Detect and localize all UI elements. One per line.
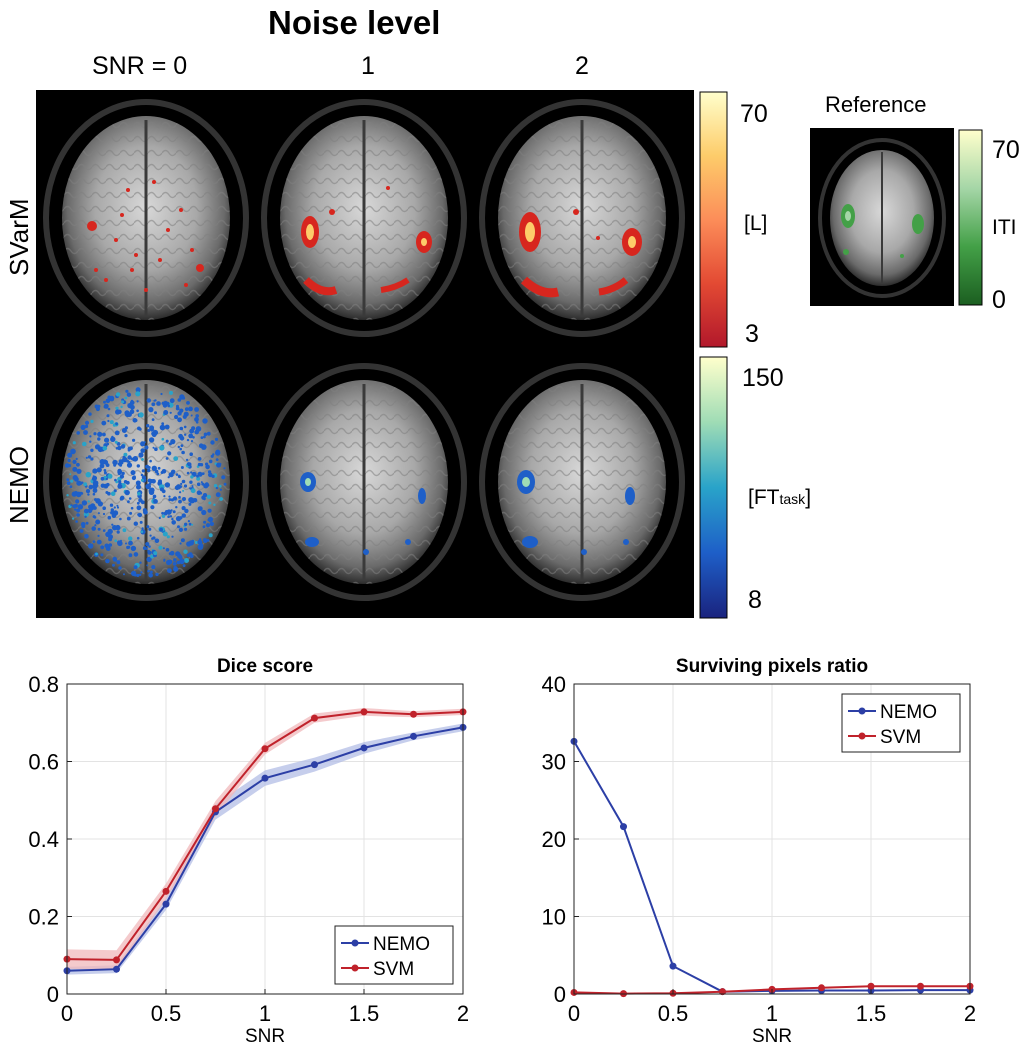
error-band-nemo bbox=[67, 723, 463, 975]
activation-svarm-snr2 bbox=[519, 209, 642, 298]
chart-dice-score: Dice score 0 0.5 1 1.5 2 0 0.2 0.4 0.6 0.8 SNR NEMO S… bbox=[28, 656, 469, 1047]
x-tick-label: 0 bbox=[61, 1001, 73, 1026]
brain-slice-svarm-snr0 bbox=[46, 102, 246, 334]
data-point-svm bbox=[818, 984, 825, 992]
y-tick-label: 40 bbox=[542, 672, 566, 697]
data-point-svm bbox=[410, 710, 417, 718]
y-tick-label: 20 bbox=[542, 827, 566, 852]
x-tick-label: 1.5 bbox=[856, 1001, 887, 1026]
colorbar-svarm-max: 70 bbox=[740, 100, 768, 128]
x-tick-label: 0.5 bbox=[658, 1001, 689, 1026]
y-tick-label: 10 bbox=[542, 905, 566, 930]
data-point-nemo bbox=[620, 823, 627, 831]
data-point-nemo bbox=[669, 962, 677, 970]
y-tick-label: 0.2 bbox=[28, 905, 59, 930]
brain-slice-svarm-snr1 bbox=[264, 102, 464, 334]
data-point-nemo bbox=[311, 761, 318, 769]
figure-title: Noise level bbox=[268, 4, 441, 41]
colorbar-nemo bbox=[699, 356, 728, 619]
chart-title: Surviving pixels ratio bbox=[676, 656, 868, 677]
legend-label-nemo: NEMO bbox=[373, 934, 430, 955]
column-label-snr1: 1 bbox=[361, 52, 375, 80]
brain-slice-nemo-snr1 bbox=[264, 366, 464, 598]
data-point-svm bbox=[261, 745, 269, 753]
activation-nemo-snr0 bbox=[64, 387, 227, 578]
data-point-nemo bbox=[162, 900, 170, 908]
legend-label-svm: SVM bbox=[373, 959, 414, 980]
x-axis-label: SNR bbox=[245, 1026, 285, 1047]
data-point-nemo bbox=[410, 732, 417, 740]
activation-svarm-snr0 bbox=[87, 180, 204, 292]
data-point-svm bbox=[917, 982, 924, 990]
colorbar-nemo-max: 150 bbox=[742, 364, 784, 392]
colorbar-svarm-min: 3 bbox=[745, 320, 759, 348]
legend-box bbox=[841, 693, 961, 753]
legend-marker-nemo bbox=[351, 939, 359, 947]
legend-label-nemo: NEMO bbox=[880, 702, 937, 723]
x-tick-label: 0 bbox=[568, 1001, 580, 1026]
x-tick-label: 2 bbox=[964, 1001, 976, 1026]
brain-image-grid bbox=[36, 90, 694, 618]
y-tick-label: 0.8 bbox=[28, 672, 59, 697]
y-tick-label: 0.4 bbox=[28, 827, 59, 852]
chart-title: Dice score bbox=[217, 656, 313, 677]
x-tick-label: 1 bbox=[766, 1001, 778, 1026]
data-point-svm bbox=[311, 714, 318, 722]
y-tick-label: 30 bbox=[542, 750, 566, 775]
legend-marker-svm bbox=[858, 732, 866, 740]
activation-nemo-snr1 bbox=[300, 472, 426, 555]
column-label-snr0: SNR = 0 bbox=[92, 52, 188, 80]
colorbar-reference-unit: ITI bbox=[992, 216, 1017, 239]
x-tick-label: 2 bbox=[457, 1001, 469, 1026]
colorbar-svarm-unit: [L] bbox=[744, 212, 768, 235]
legend-marker-svm bbox=[351, 964, 359, 972]
data-point-svm bbox=[867, 982, 875, 990]
legend-label-svm: SVM bbox=[880, 727, 921, 748]
reference-title: Reference bbox=[825, 92, 927, 117]
brain-slice-svarm-snr2 bbox=[482, 102, 682, 334]
data-point-svm bbox=[360, 708, 368, 716]
y-tick-label: 0 bbox=[47, 982, 59, 1007]
data-point-svm bbox=[162, 887, 170, 895]
row-label-svarm: SVarM bbox=[4, 198, 34, 276]
reference-brain-image bbox=[810, 128, 954, 306]
colorbar-reference bbox=[958, 129, 983, 306]
x-tick-label: 1.5 bbox=[349, 1001, 380, 1026]
legend: NEMO SVM bbox=[841, 693, 961, 753]
x-axis-label: SNR bbox=[752, 1026, 792, 1047]
colorbar-nemo-min: 8 bbox=[748, 586, 762, 614]
column-label-snr2: 2 bbox=[575, 52, 589, 80]
legend-box bbox=[334, 925, 454, 985]
colorbar-reference-max: 70 bbox=[992, 136, 1020, 164]
data-point-nemo bbox=[261, 774, 269, 782]
legend-marker-nemo bbox=[858, 707, 866, 715]
activation-svarm-snr1 bbox=[301, 186, 432, 296]
activation-nemo-snr2 bbox=[517, 470, 635, 555]
colorbar-svarm bbox=[699, 91, 728, 348]
data-point-svm bbox=[719, 988, 726, 996]
colorbar-nemo-unit: [FTtask] bbox=[748, 486, 812, 509]
data-point-nemo bbox=[113, 965, 120, 973]
colorbar-reference-min: 0 bbox=[992, 286, 1006, 314]
y-tick-label: 0 bbox=[554, 982, 566, 1007]
data-point-svm bbox=[113, 956, 120, 964]
brain-slice-nemo-snr0 bbox=[46, 366, 246, 598]
row-label-nemo: NEMO bbox=[4, 446, 34, 524]
y-tick-label: 0.6 bbox=[28, 750, 59, 775]
data-point-svm bbox=[212, 805, 219, 813]
legend: NEMO SVM bbox=[334, 925, 454, 985]
x-tick-label: 1 bbox=[259, 1001, 271, 1026]
brain-slice-nemo-snr2 bbox=[482, 366, 682, 598]
data-point-nemo bbox=[360, 744, 368, 752]
x-tick-label: 0.5 bbox=[151, 1001, 182, 1026]
